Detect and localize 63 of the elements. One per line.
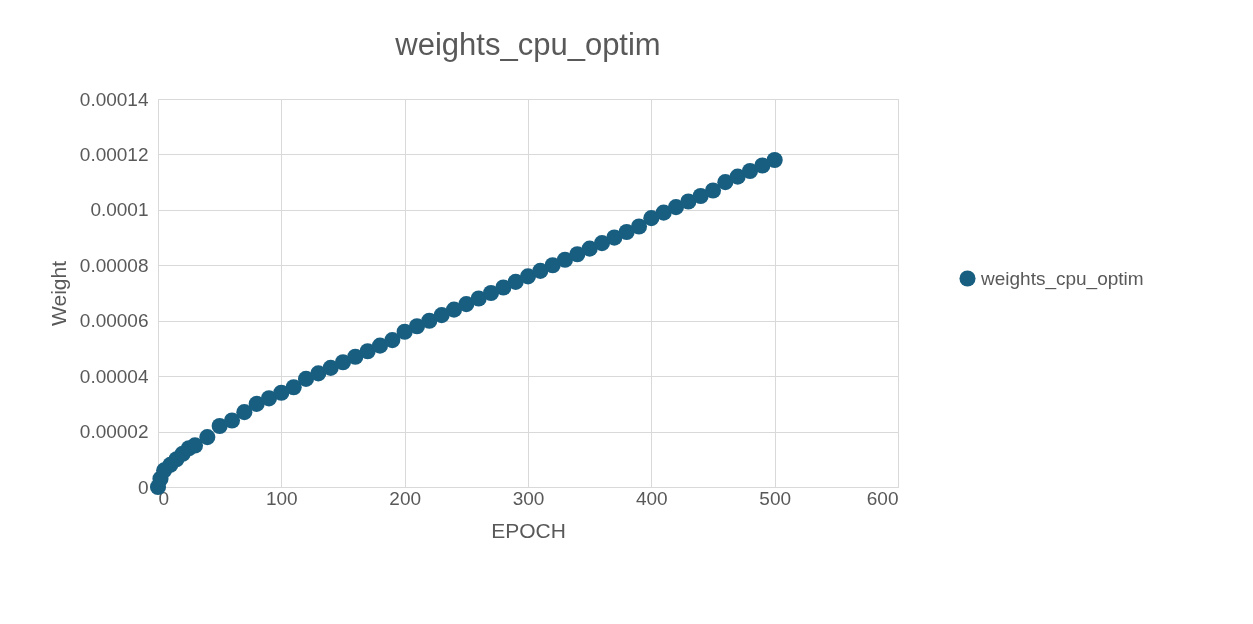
point (433, 307, 450, 324)
point (371, 337, 389, 354)
point (260, 390, 278, 407)
y-tick-label: 0.00008 (79, 254, 149, 276)
x-tick-label: 0 (158, 487, 170, 509)
chart-title: weights_cpu_optim (394, 27, 661, 62)
point (273, 384, 290, 401)
point (359, 343, 376, 360)
x-tick-label: 500 (759, 487, 792, 509)
y-axis-title: Weight (46, 260, 70, 326)
point (692, 187, 709, 205)
point (421, 312, 438, 329)
point (741, 163, 759, 180)
x-tick-label: 200 (389, 487, 422, 509)
point (186, 437, 204, 454)
point (310, 365, 327, 382)
point (384, 332, 401, 349)
point (334, 354, 352, 371)
point (482, 284, 500, 302)
point (519, 268, 537, 285)
point (766, 151, 783, 169)
point (297, 370, 315, 387)
point (593, 235, 611, 252)
point (532, 262, 549, 279)
point (458, 296, 475, 313)
x-tick-label: 400 (635, 487, 668, 509)
point (223, 412, 241, 429)
point (322, 359, 339, 376)
x-tick-label: 100 (265, 487, 298, 509)
point (556, 251, 574, 268)
y-tick-label: 0.00002 (79, 421, 149, 443)
point (396, 323, 413, 340)
point (445, 301, 463, 318)
point (704, 182, 722, 199)
point (643, 210, 660, 227)
point (211, 417, 228, 435)
point (754, 157, 771, 174)
legend-label: weights_cpu_optim (980, 267, 1144, 290)
point (199, 429, 216, 446)
y-tick-label: 0.00014 (79, 88, 149, 110)
point (544, 257, 561, 274)
point (717, 174, 734, 191)
point (236, 404, 253, 421)
point (248, 395, 265, 412)
point (285, 379, 302, 396)
point (347, 348, 364, 365)
y-tick-label: 0.00006 (79, 310, 149, 332)
point (680, 193, 697, 210)
point (470, 290, 487, 307)
y-tick-label: 0.0001 (90, 199, 149, 221)
x-axis-title: EPOCH (491, 518, 566, 542)
point (630, 218, 648, 235)
x-tick-label: 300 (512, 487, 545, 509)
y-tick-label: 0.00004 (79, 365, 149, 387)
y-tick-label: 0.00012 (79, 143, 149, 165)
point (606, 229, 623, 246)
point (569, 246, 586, 263)
point (618, 223, 635, 241)
point (667, 199, 685, 216)
point (507, 273, 524, 290)
x-tick-label: 600 (866, 487, 899, 509)
point (408, 318, 426, 335)
point (495, 279, 512, 296)
